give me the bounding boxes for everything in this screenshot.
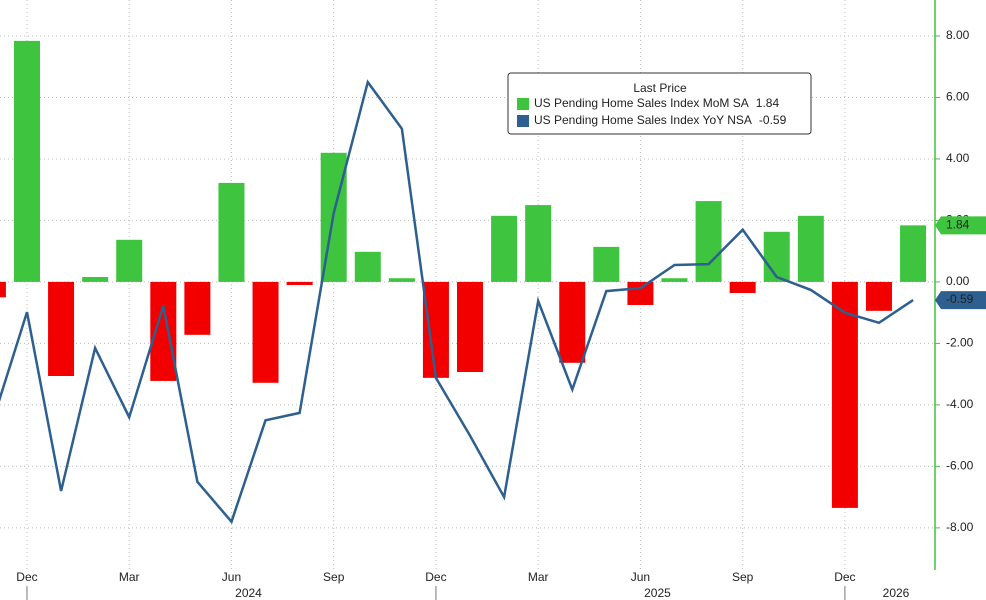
bar [116, 239, 143, 282]
bar [354, 251, 381, 282]
legend-label: US Pending Home Sales Index MoM SA [534, 96, 749, 110]
bar [525, 205, 552, 282]
bar [457, 281, 484, 373]
axis: 8.006.004.002.000.00-2.00-4.00-6.00-8.00… [16, 0, 986, 600]
last-value-tag [935, 216, 986, 235]
bar [48, 281, 75, 377]
bar [763, 231, 790, 282]
bar [13, 40, 40, 282]
bar [184, 281, 211, 335]
legend-swatch [517, 115, 529, 127]
legend-label: US Pending Home Sales Index YoY NSA [534, 113, 752, 127]
y-tick-label: 6.00 [946, 90, 970, 104]
line [0, 79, 914, 525]
legend-box [507, 72, 812, 135]
bar [491, 215, 518, 282]
legend-title: Last Price [633, 81, 687, 95]
y-tick-label: 0.00 [946, 274, 970, 288]
bar [900, 225, 927, 282]
last-value-label: -0.59 [946, 292, 974, 306]
bar [388, 278, 415, 282]
year-label: 2026 [883, 586, 910, 600]
x-tick-label: Sep [323, 570, 345, 584]
bar [661, 278, 688, 282]
x-tick-label: Jun [222, 570, 241, 584]
bar [252, 281, 279, 383]
x-tick-label: Dec [16, 570, 37, 584]
bar [695, 201, 722, 282]
bar [627, 281, 654, 305]
bar [559, 281, 586, 363]
bar [729, 281, 756, 293]
x-tick-label: Mar [528, 570, 549, 584]
bar [218, 182, 245, 282]
legend: Last Price US Pending Home Sales Index M… [507, 72, 812, 135]
x-tick-label: Dec [834, 570, 855, 584]
legend-value: 1.84 [756, 96, 780, 110]
bar [797, 215, 824, 282]
bar [831, 281, 858, 508]
year-label: 2025 [644, 586, 671, 600]
bar [286, 281, 313, 285]
x-tick-label: Dec [425, 570, 446, 584]
x-tick-label: Jun [631, 570, 650, 584]
legend-value: -0.59 [759, 113, 787, 127]
y-tick-label: -8.00 [946, 520, 974, 534]
x-tick-label: Sep [732, 570, 754, 584]
last-value-tag [935, 291, 986, 310]
bar [865, 281, 892, 311]
legend-swatch [517, 98, 529, 110]
y-tick-label: 8.00 [946, 28, 970, 42]
y-tick-label: -6.00 [946, 459, 974, 473]
y-tick-label: -2.00 [946, 336, 974, 350]
bar [422, 281, 449, 378]
x-tick-label: Mar [119, 570, 140, 584]
y-tick-label: -4.00 [946, 397, 974, 411]
bar [82, 277, 109, 282]
year-label: 2024 [235, 586, 262, 600]
y-tick-label: 4.00 [946, 151, 970, 165]
bar [0, 281, 6, 298]
plot [0, 40, 927, 525]
last-value-label: 1.84 [946, 218, 970, 232]
bar [593, 246, 620, 282]
